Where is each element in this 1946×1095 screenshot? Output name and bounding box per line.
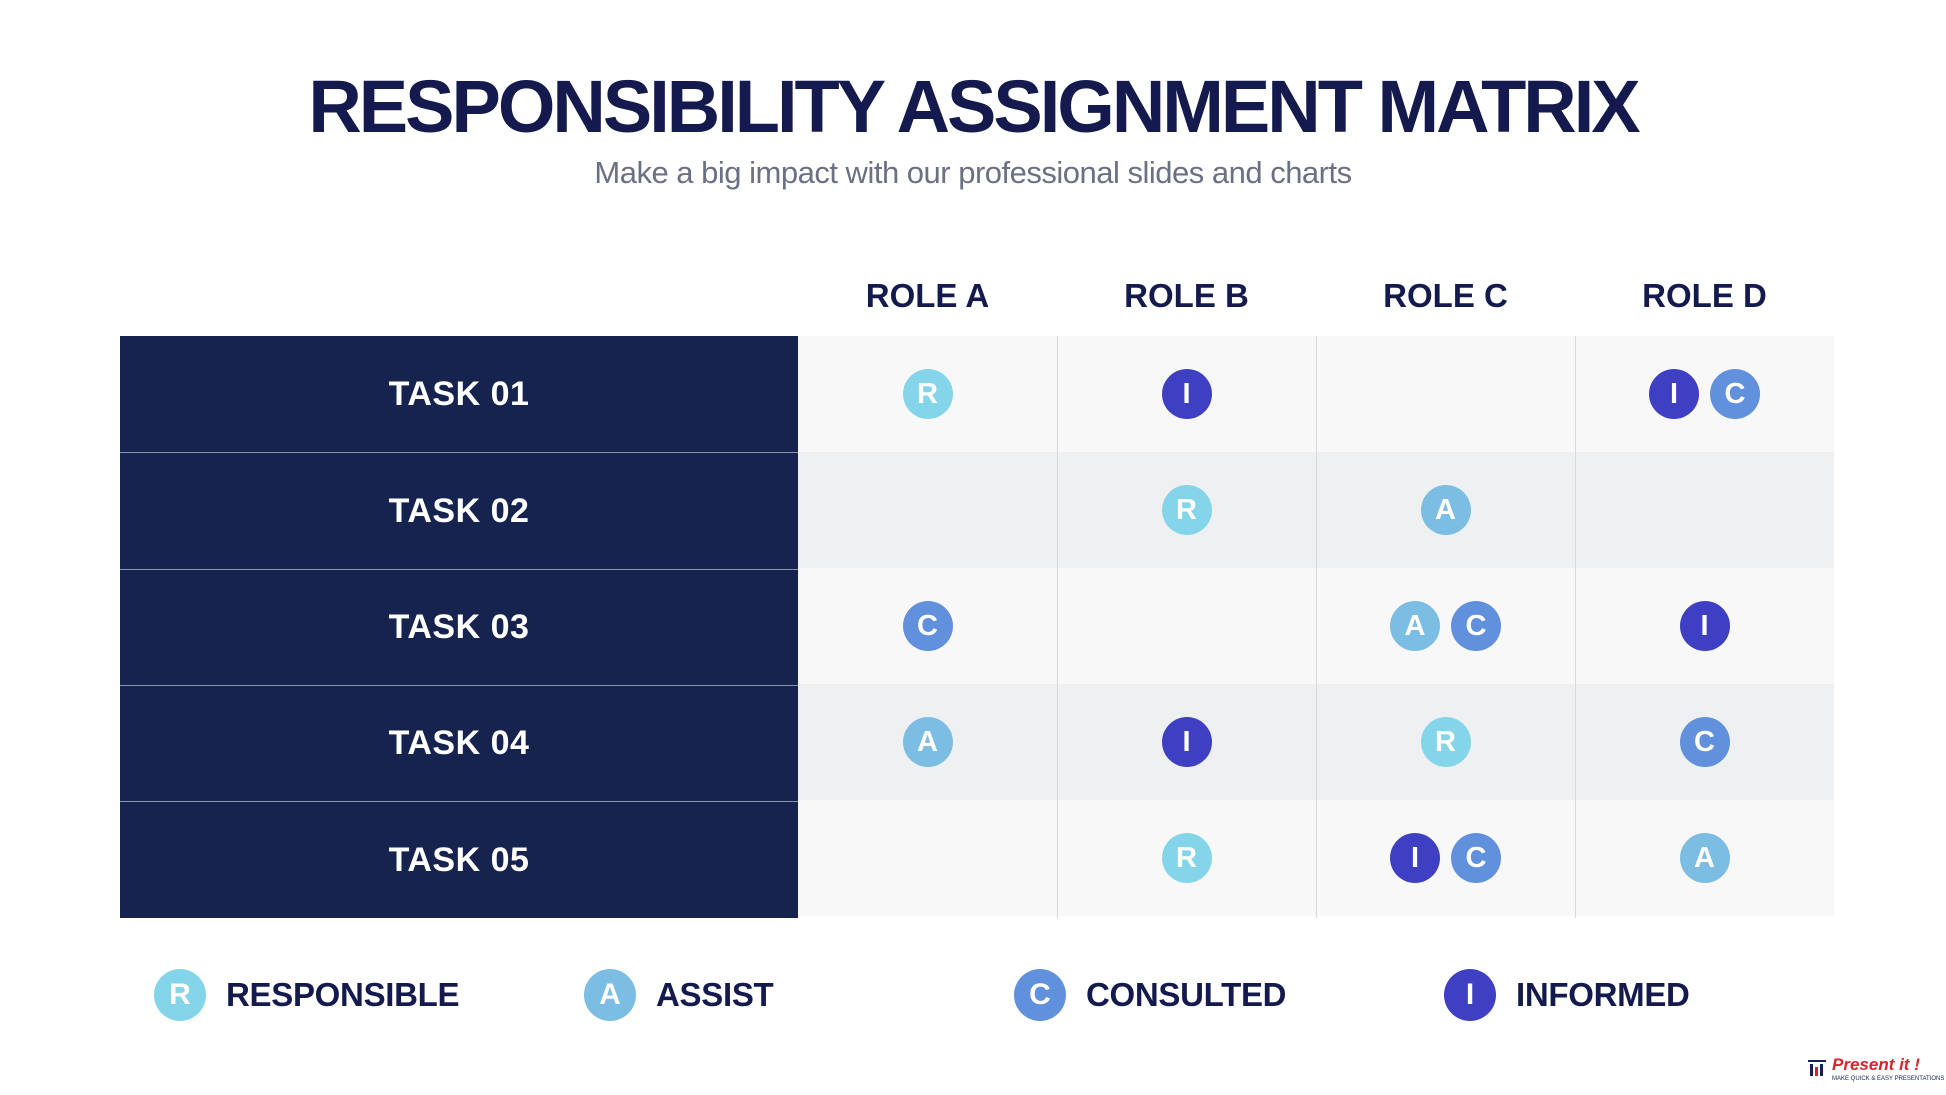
i-badge-icon: I (1649, 369, 1699, 419)
page-title: RESPONSIBILITY ASSIGNMENT MATRIX (308, 65, 1640, 148)
c-badge-icon: C (1710, 369, 1760, 419)
legend-label: INFORMED (1516, 976, 1690, 1013)
cell-task-03-role-a: C (798, 568, 1057, 684)
r-badge-icon: R (1161, 833, 1212, 883)
role-header-c: ROLE C (1383, 277, 1508, 314)
i-badge-icon: I (1679, 601, 1730, 651)
presentation-chart-icon (1808, 1060, 1826, 1076)
legend-item-consulted: C CONSULTED (1014, 969, 1286, 1021)
i-badge-icon: I (1444, 969, 1496, 1021)
cell-task-04-role-d: C (1575, 684, 1834, 800)
cell-task-03-role-d: I (1575, 568, 1834, 684)
column-divider (1575, 336, 1576, 918)
c-badge-icon: C (1451, 601, 1501, 651)
a-badge-icon: A (1420, 485, 1471, 535)
r-badge-icon: R (1161, 485, 1212, 535)
cell-task-01-role-c (1316, 336, 1575, 452)
r-badge-icon: R (902, 369, 953, 419)
i-badge-icon: I (1161, 369, 1212, 419)
task-column: TASK 01 TASK 02 TASK 03 TASK 04 TASK 05 (120, 336, 798, 918)
legend-label: CONSULTED (1086, 976, 1287, 1013)
cell-task-01-role-b: I (1057, 336, 1316, 452)
a-badge-icon: A (1390, 601, 1440, 651)
cell-task-02-role-b: R (1057, 452, 1316, 568)
legend-label: ASSIST (656, 976, 774, 1013)
task-divider (120, 452, 798, 453)
page-subtitle: Make a big impact with our professional … (594, 155, 1352, 190)
task-divider (120, 801, 798, 802)
brand-tagline: MAKE QUICK & EASY PRESENTATIONS (1832, 1076, 1945, 1082)
a-badge-icon: A (1679, 833, 1730, 883)
c-badge-icon: C (902, 601, 953, 651)
cell-task-04-role-b: I (1057, 684, 1316, 800)
cell-task-05-role-d: A (1575, 800, 1834, 916)
a-badge-icon: A (584, 969, 636, 1021)
task-label-04: TASK 04 (388, 723, 530, 762)
brand-name: Present it ! (1832, 1055, 1920, 1074)
cell-task-04-role-a: A (798, 684, 1057, 800)
task-divider (120, 569, 798, 570)
legend-item-assist: A ASSIST (584, 969, 774, 1021)
task-label-05: TASK 05 (388, 840, 530, 879)
r-badge-icon: R (1420, 717, 1471, 767)
role-header-d: ROLE D (1642, 277, 1767, 314)
legend-item-responsible: R RESPONSIBLE (154, 969, 460, 1021)
i-badge-icon: I (1390, 833, 1440, 883)
legend-item-informed: I INFORMED (1444, 969, 1690, 1021)
cell-task-03-role-b (1057, 568, 1316, 684)
brand-logo: Present it ! MAKE QUICK & EASY PRESENTAT… (1808, 1055, 1944, 1085)
r-badge-icon: R (154, 969, 206, 1021)
cell-task-02-role-c: A (1316, 452, 1575, 568)
task-label-01: TASK 01 (388, 374, 530, 413)
legend-label: RESPONSIBLE (226, 976, 460, 1013)
cell-task-04-role-c: R (1316, 684, 1575, 800)
a-badge-icon: A (902, 717, 953, 767)
i-badge-icon: I (1161, 717, 1212, 767)
cell-task-05-role-a (798, 800, 1057, 916)
column-divider (1057, 336, 1058, 918)
c-badge-icon: C (1679, 717, 1730, 767)
cell-task-05-role-b: R (1057, 800, 1316, 916)
task-label-02: TASK 02 (388, 491, 530, 530)
c-badge-icon: C (1451, 833, 1501, 883)
role-header-a: ROLE A (865, 277, 990, 314)
task-divider (120, 685, 798, 686)
task-label-03: TASK 03 (388, 607, 530, 646)
cell-task-02-role-a (798, 452, 1057, 568)
cell-task-01-role-a: R (798, 336, 1057, 452)
c-badge-icon: C (1014, 969, 1066, 1021)
role-header-b: ROLE B (1124, 277, 1249, 314)
cell-task-02-role-d (1575, 452, 1834, 568)
column-divider (1316, 336, 1317, 918)
